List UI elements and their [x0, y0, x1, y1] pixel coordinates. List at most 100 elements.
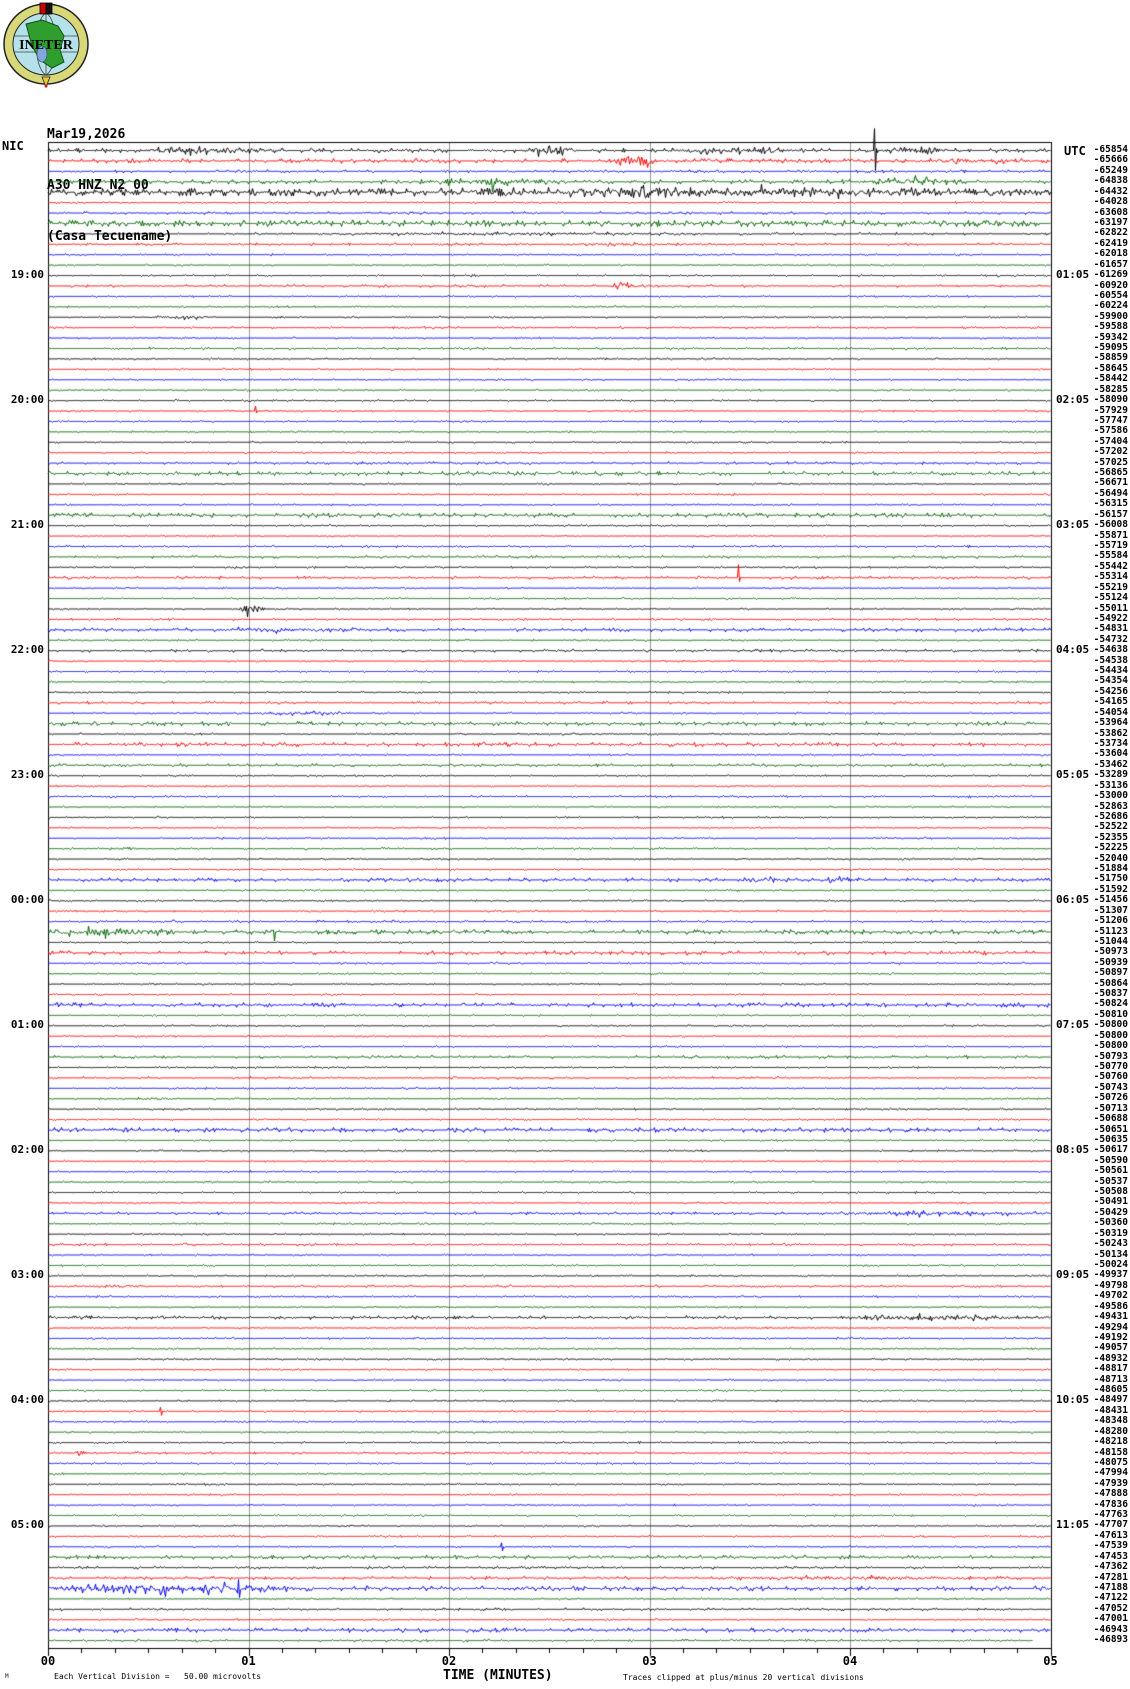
trace-offset-value: -53000 — [1093, 790, 1128, 801]
trace-offset-value: -50024 — [1093, 1258, 1128, 1270]
trace-offset-value: -53734 — [1093, 737, 1128, 749]
trace-offset-value: -55719 — [1093, 540, 1128, 551]
trace-offset-value: -51456 — [1093, 894, 1128, 906]
trace-offset-value: -50319 — [1093, 1227, 1128, 1239]
x-tick-label: 05 — [1043, 1654, 1058, 1668]
trace-offset-value: -50726 — [1093, 1092, 1128, 1104]
trace-offset-value: -51592 — [1093, 883, 1128, 895]
x-tick-label: 00 — [40, 1654, 56, 1668]
trace-offset-value: -50793 — [1093, 1050, 1128, 1062]
trace-offset-value: -50651 — [1093, 1123, 1128, 1135]
trace-offset-value: -47001 — [1093, 1613, 1128, 1625]
trace-offset-value: -50837 — [1093, 988, 1128, 999]
trace-offset-value: -48075 — [1093, 1456, 1128, 1468]
trace-offset-value: -55011 — [1093, 602, 1128, 614]
trace-offset-value: -60224 — [1093, 300, 1128, 312]
trace-offset-value: -47188 — [1093, 1582, 1128, 1593]
scale-note: Each Vertical Division = 50.00 microvolt… — [54, 1672, 262, 1681]
trace-offset-value: -48348 — [1093, 1415, 1128, 1427]
trace-offset-value: -65854 — [1093, 144, 1128, 155]
hour-label-left: 05:00 — [10, 1518, 44, 1532]
hour-label-right: 06:05 — [1056, 893, 1090, 907]
hour-label-left: 00:00 — [10, 893, 44, 907]
trace-offset-value: -49586 — [1093, 1300, 1128, 1312]
trace-offset-value: -48817 — [1093, 1363, 1128, 1375]
x-tick-label: 04 — [842, 1654, 858, 1668]
trace-offset-value: -55314 — [1093, 571, 1128, 583]
trace-offset-value: -64432 — [1093, 185, 1128, 197]
trace-offset-value: -58442 — [1093, 373, 1128, 385]
trace-offset-value: -56671 — [1093, 477, 1128, 489]
trace-offset-value: -48158 — [1093, 1446, 1128, 1458]
trace-offset-value: -47888 — [1093, 1488, 1128, 1500]
trace-offset-value: -55584 — [1093, 550, 1128, 562]
trace-offset-value: -54922 — [1093, 612, 1128, 624]
trace-offset-value: -50561 — [1093, 1165, 1128, 1177]
trace-offset-value: -54054 — [1093, 706, 1128, 718]
trace-offset-value: -48218 — [1093, 1436, 1128, 1448]
trace-offset-value: -65249 — [1093, 164, 1128, 176]
trace-offset-value: -56315 — [1093, 498, 1128, 510]
trace-offset-value: -50770 — [1093, 1061, 1128, 1072]
trace-offset-value: -50897 — [1093, 967, 1128, 979]
trace-offset-value: -46943 — [1093, 1623, 1128, 1635]
trace-offset-value: -57747 — [1093, 414, 1128, 426]
trace-offset-value: -53462 — [1093, 758, 1128, 770]
trace-offset-value: -57025 — [1093, 456, 1128, 468]
trace-offset-value: -54165 — [1093, 696, 1128, 708]
trace-offset-value: -51123 — [1093, 925, 1128, 937]
hour-label-left: 01:00 — [10, 1018, 44, 1032]
trace-offset-value: -59095 — [1093, 342, 1128, 353]
trace-offset-value: -50508 — [1093, 1186, 1128, 1197]
trace-offset-value: -50360 — [1093, 1217, 1128, 1229]
trace-offset-value: -54434 — [1093, 665, 1128, 676]
trace-offset-value: -56865 — [1093, 467, 1128, 478]
trace-offset-value: -61269 — [1093, 269, 1128, 280]
trace-offset-value: -58090 — [1093, 394, 1128, 406]
trace-offset-value: -59588 — [1093, 321, 1128, 333]
trace-offset-value: -47763 — [1093, 1509, 1128, 1520]
trace-offset-value: -47281 — [1093, 1571, 1128, 1583]
trace-offset-value: -50537 — [1093, 1175, 1128, 1187]
hour-label-left: 20:00 — [10, 393, 44, 407]
hour-label-right: 10:05 — [1056, 1393, 1090, 1407]
trace-offset-value: -52863 — [1093, 800, 1128, 812]
trace-offset-value: -53964 — [1093, 717, 1128, 729]
trace-offset-value: -55219 — [1093, 581, 1128, 593]
hour-label-left: 19:00 — [10, 268, 44, 281]
trace-offset-value: -54538 — [1093, 654, 1128, 666]
hour-label-right: 08:05 — [1056, 1143, 1090, 1157]
trace-offset-value: -62419 — [1093, 237, 1128, 249]
trace-offset-value: -48497 — [1093, 1394, 1128, 1406]
trace-offset-value: -47052 — [1093, 1602, 1128, 1614]
hour-label-left: 23:00 — [10, 768, 44, 782]
trace-offset-value: -50134 — [1093, 1248, 1128, 1260]
trace-offset-value: -50635 — [1093, 1133, 1128, 1145]
hour-label-right: 07:05 — [1056, 1018, 1090, 1032]
trace-offset-value: -51044 — [1093, 935, 1128, 947]
trace-offset-value: -55124 — [1093, 592, 1128, 604]
trace-offset-value: -54638 — [1093, 644, 1128, 656]
trace-offset-value: -52225 — [1093, 842, 1128, 854]
trace-offset-value: -49192 — [1093, 1331, 1128, 1343]
trace-offset-value: -50743 — [1093, 1081, 1128, 1093]
trace-offset-value: -49702 — [1093, 1290, 1128, 1302]
hour-label-right: 05:05 — [1056, 768, 1090, 782]
trace-offset-value: -54732 — [1093, 633, 1128, 645]
trace-offset-value: -56008 — [1093, 519, 1128, 531]
trace-offset-value: -48605 — [1093, 1384, 1128, 1395]
trace-offset-value: -62822 — [1093, 227, 1128, 239]
trace-offset-value: -50688 — [1093, 1113, 1128, 1125]
trace-offset-value: -65666 — [1093, 154, 1128, 166]
hour-label-left: 04:00 — [10, 1393, 44, 1407]
trace-offset-value: -49937 — [1093, 1269, 1128, 1281]
x-tick-label: 01 — [241, 1654, 256, 1668]
trace-offset-value: -50590 — [1093, 1154, 1128, 1166]
trace-offset-value: -47453 — [1093, 1550, 1128, 1562]
trace-offset-value: -51750 — [1093, 873, 1128, 885]
trace-offset-value: -64028 — [1093, 196, 1128, 208]
trace-offset-value: -49431 — [1093, 1311, 1128, 1322]
trace-offset-value: -48280 — [1093, 1425, 1128, 1437]
trace-offset-value: -47362 — [1093, 1561, 1128, 1573]
